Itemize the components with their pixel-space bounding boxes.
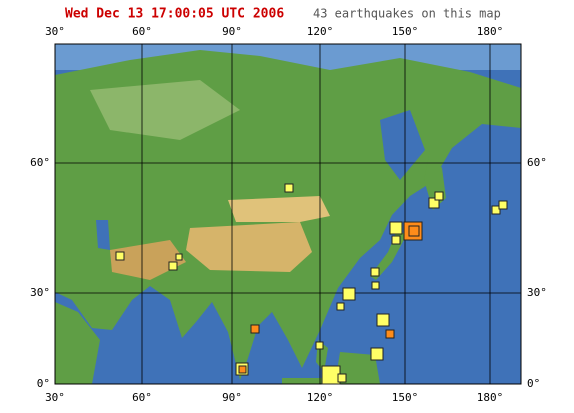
earthquakes [115, 183, 508, 385]
lat-label-right: 30° [527, 286, 547, 299]
lon-label-bottom: 60° [132, 391, 152, 404]
lon-label-bottom: 120° [307, 391, 334, 404]
lon-label-top: 120° [307, 25, 334, 38]
lat-label-left: 60° [30, 156, 50, 169]
lat-label-left: 0° [37, 377, 50, 390]
lon-label-bottom: 180° [477, 391, 504, 404]
lat-label-right: 60° [527, 156, 547, 169]
lon-label-top: 90° [222, 25, 242, 38]
timestamp: Wed Dec 13 17:00:05 UTC 2006 [65, 7, 284, 22]
lon-label-bottom: 90° [222, 391, 242, 404]
lat-label-left: 30° [30, 286, 50, 299]
graticule [54, 43, 522, 385]
basemap [55, 44, 521, 384]
lon-label-top: 180° [477, 25, 504, 38]
lon-label-bottom: 30° [45, 391, 65, 404]
lon-label-bottom: 150° [392, 391, 419, 404]
lon-label-top: 30° [45, 25, 65, 38]
lon-label-top: 150° [392, 25, 419, 38]
lat-label-right: 0° [527, 377, 540, 390]
lon-label-top: 60° [132, 25, 152, 38]
quake-count: 43 earthquakes on this map [313, 7, 501, 21]
